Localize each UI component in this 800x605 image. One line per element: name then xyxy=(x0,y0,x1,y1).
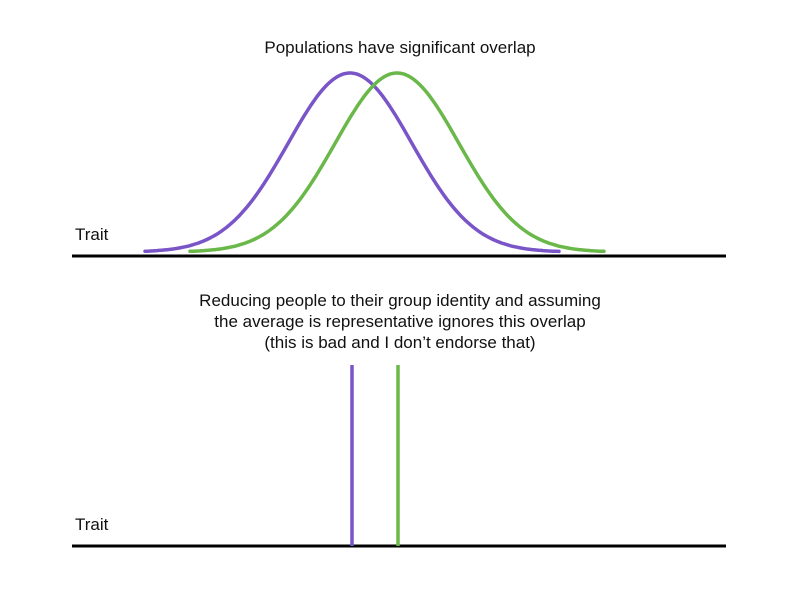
caption-line-2: the average is representative ignores th… xyxy=(214,312,586,331)
caption: Reducing people to their group identity … xyxy=(0,290,800,353)
bottom-axis-label: Trait xyxy=(75,515,109,534)
caption-line-3: (this is bad and I don’t endorse that) xyxy=(264,333,536,352)
green-distribution-curve xyxy=(188,71,606,254)
purple-distribution-curve xyxy=(143,71,561,254)
caption-line-1: Reducing people to their group identity … xyxy=(199,291,601,310)
diagram-title: Populations have significant overlap xyxy=(264,38,536,57)
top-axis-label: Trait xyxy=(75,225,109,244)
